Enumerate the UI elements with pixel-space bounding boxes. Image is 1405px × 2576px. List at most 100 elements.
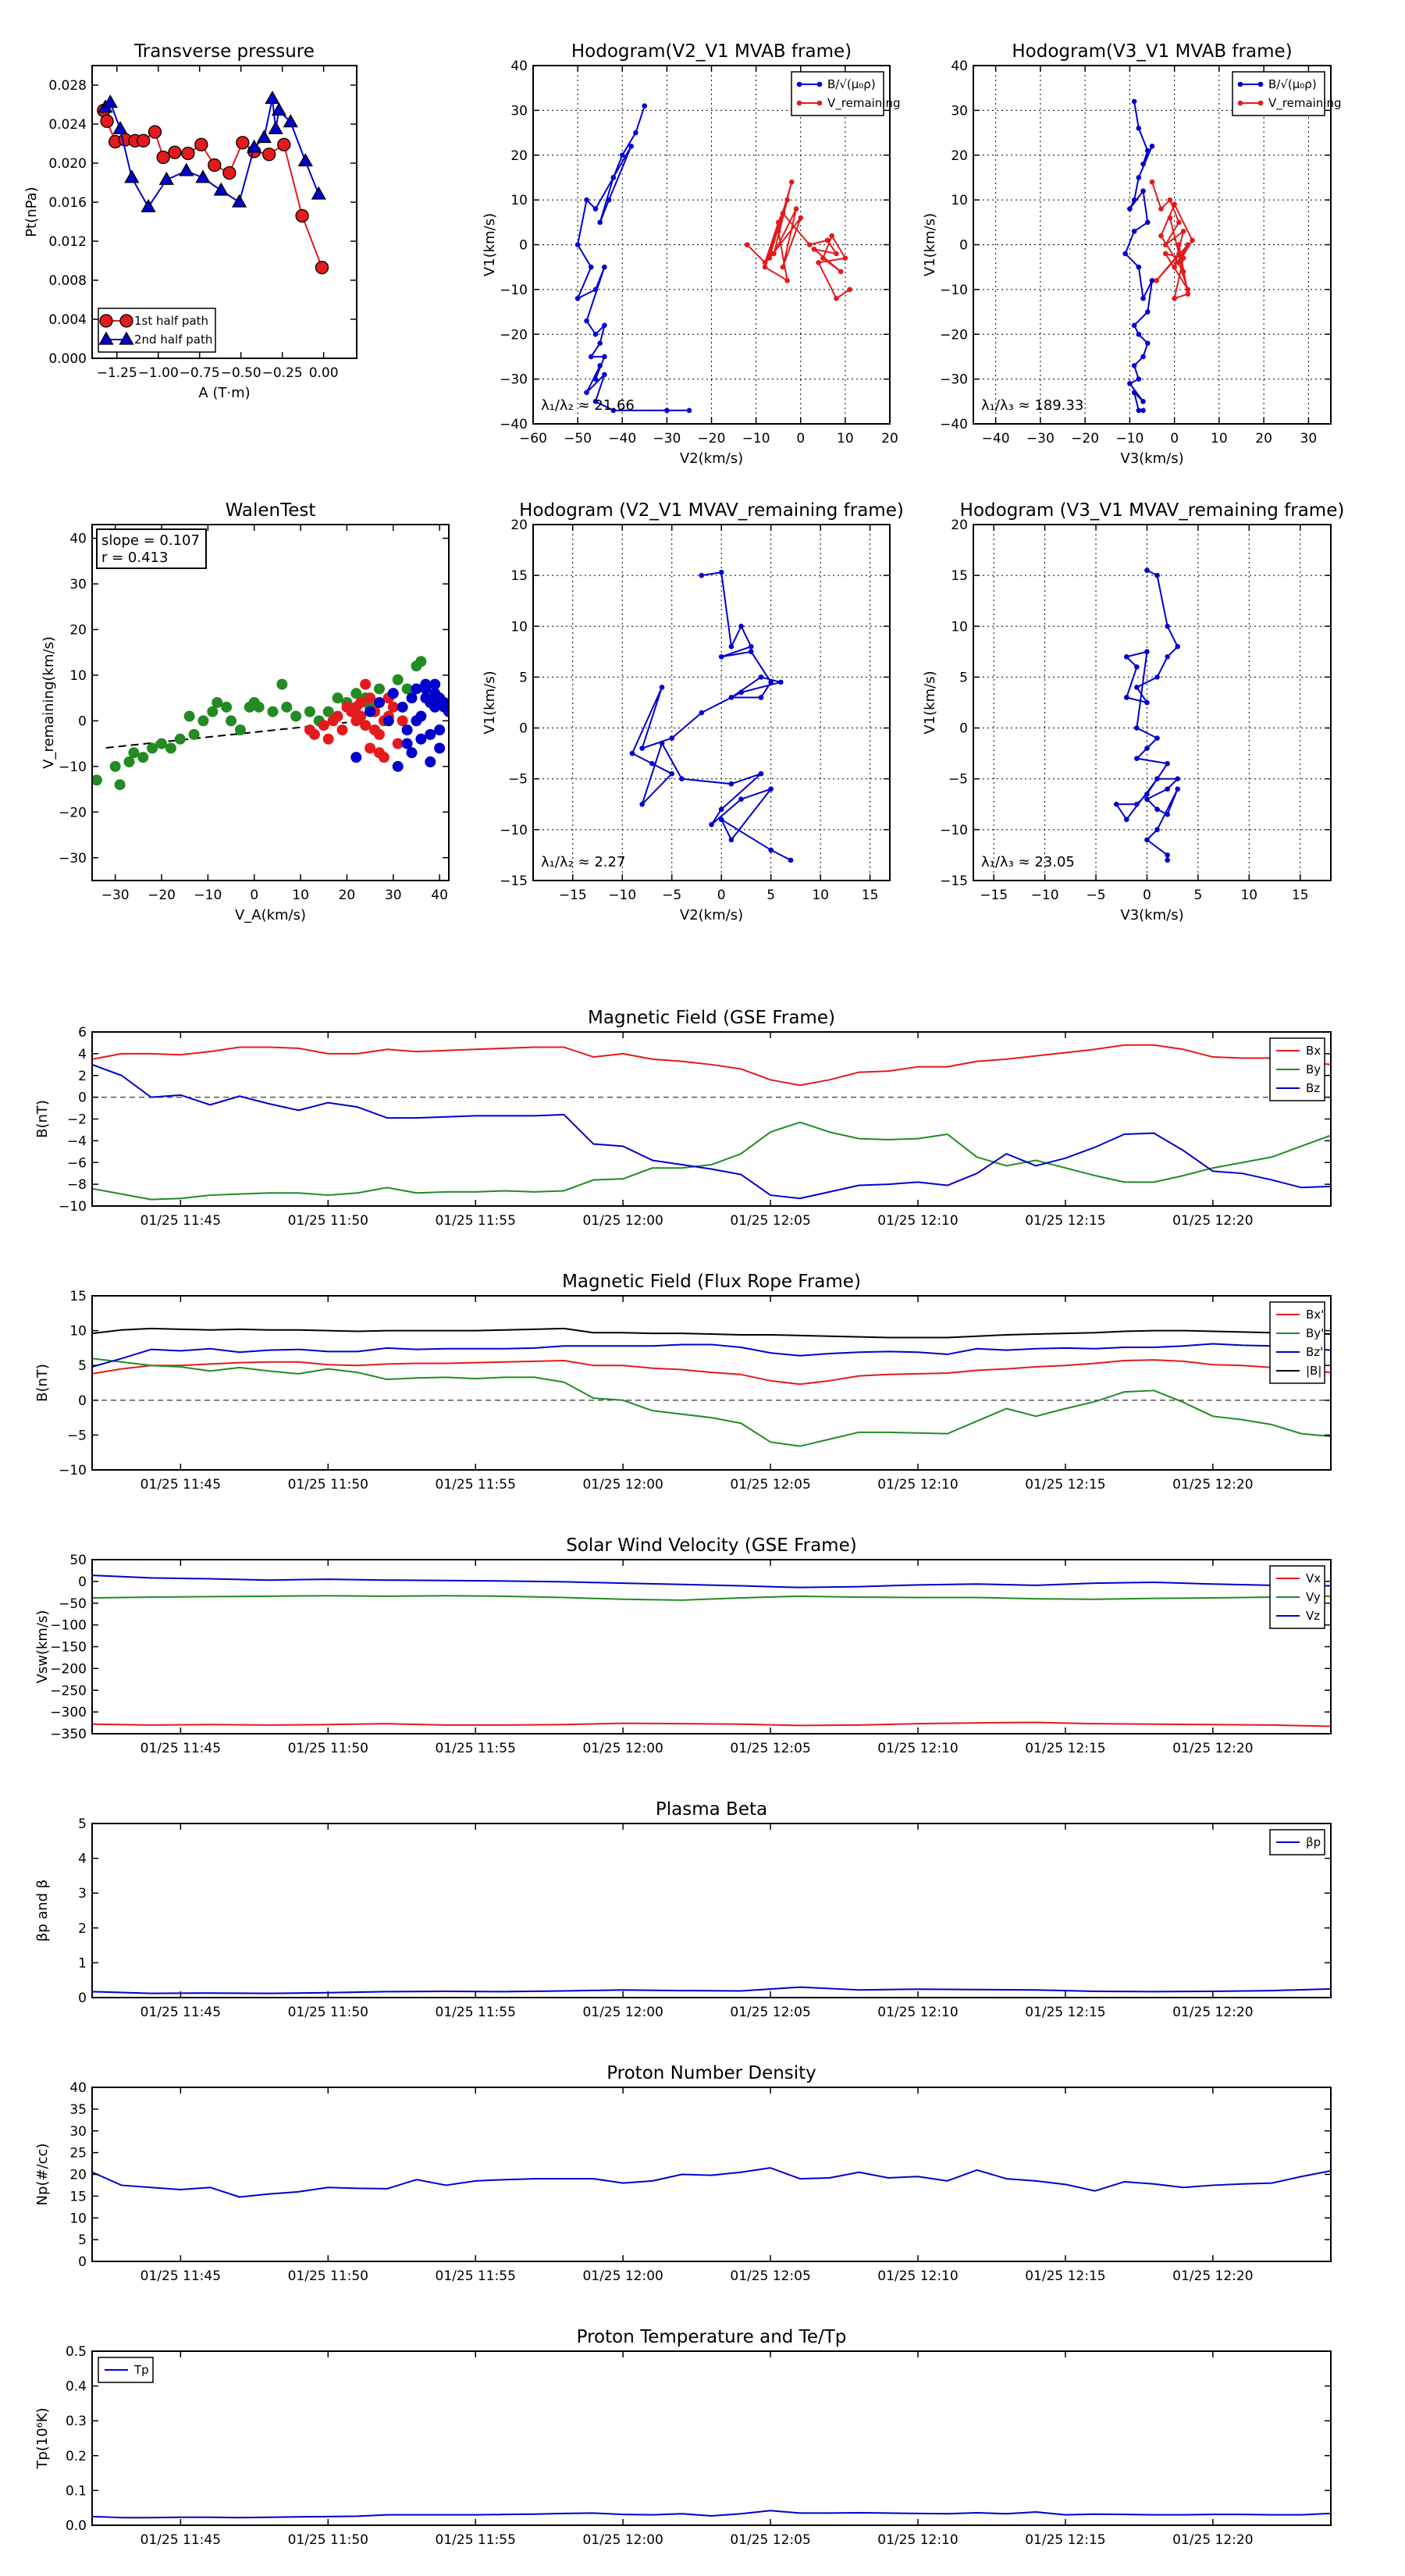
y-tick-label: −250 — [50, 1683, 87, 1699]
x-tick-label: 01/25 11:55 — [436, 2532, 516, 2548]
x-tick-label: 01/25 11:50 — [288, 2268, 368, 2284]
data-point — [628, 143, 634, 149]
data-point — [1165, 852, 1170, 858]
plot-area — [1113, 568, 1181, 863]
data-point — [669, 770, 675, 777]
y-tick-label: 40 — [69, 2080, 87, 2096]
chart-title: Plasma Beta — [656, 1799, 767, 1820]
x-tick-label: −20 — [698, 431, 726, 447]
data-point — [256, 130, 272, 144]
x-axis-label: V2(km/s) — [680, 450, 743, 467]
y-tick-label: −20 — [940, 327, 968, 343]
data-point — [1158, 206, 1164, 212]
x-tick-label: −0.50 — [221, 365, 261, 381]
x-tick-label: 01/25 12:05 — [730, 1213, 810, 1229]
y-axis-label: V_remaining(km/s) — [41, 636, 57, 769]
data-point — [137, 133, 151, 148]
data-point — [128, 747, 140, 759]
legend-label: Tp — [133, 2363, 149, 2377]
data-point — [1172, 296, 1177, 301]
x-tick-label: −30 — [653, 431, 681, 447]
data-point — [758, 674, 764, 680]
plot-area — [92, 1327, 1331, 1447]
x-tick-label: 01/25 12:10 — [877, 2532, 958, 2548]
data-point — [434, 724, 446, 736]
y-axis-label: V1(km/s) — [922, 671, 938, 734]
data-point — [174, 733, 186, 745]
data-point — [1154, 674, 1160, 680]
series-line-V_remaining — [746, 181, 851, 300]
data-point — [165, 742, 176, 754]
data-point — [602, 264, 607, 270]
data-point — [277, 137, 291, 151]
y-tick-label: 20 — [69, 2168, 87, 2183]
chart-h1: −60 −50 −40 −30 −20 −10 0 10 20 −40 −30 −20 −10 0 10 20… — [482, 41, 901, 467]
data-point — [429, 701, 441, 713]
legend-label: By' — [1306, 1326, 1324, 1340]
y-axis-label: V1(km/s) — [482, 213, 498, 276]
data-point — [194, 137, 208, 151]
data-point — [1134, 685, 1140, 690]
y-tick-label: −5 — [508, 772, 528, 788]
data-point — [369, 724, 381, 736]
data-point — [820, 255, 826, 262]
legend-label: βp — [1306, 1835, 1321, 1849]
data-point — [738, 689, 744, 696]
x-tick-label: 01/25 12:00 — [582, 1213, 663, 1229]
x-tick-label: −30 — [1026, 431, 1055, 447]
x-tick-label: 20 — [1255, 431, 1272, 447]
data-point — [168, 145, 182, 159]
x-tick-label: 01/25 11:45 — [140, 1477, 221, 1493]
data-point — [1185, 291, 1191, 297]
data-point — [1149, 179, 1155, 185]
data-point — [592, 331, 599, 337]
y-tick-label: 4 — [78, 1852, 87, 1867]
data-point — [304, 706, 315, 717]
legend-marker — [99, 314, 113, 328]
axes-frame — [91, 1031, 1332, 1207]
data-point — [1123, 654, 1129, 660]
y-tick-label: 0 — [78, 713, 87, 729]
y-tick-label: 0.000 — [48, 351, 87, 367]
legend-marker — [1237, 100, 1243, 106]
legend: Vx Vy Vz — [1269, 1565, 1325, 1629]
data-point — [1172, 264, 1177, 270]
x-axis-label: V_A(km/s) — [235, 907, 306, 923]
axes-frame — [532, 524, 891, 881]
data-point — [758, 695, 764, 700]
data-point — [332, 710, 343, 722]
data-point — [276, 678, 288, 690]
x-tick-label: 01/25 12:05 — [730, 2268, 810, 2284]
data-point — [114, 779, 126, 791]
legend: B/√(μ₀ρ) V_remaining — [1232, 71, 1342, 116]
y-axis-label: Vsw(km/s) — [34, 1610, 51, 1684]
stats-line: slope = 0.107 — [101, 532, 200, 549]
legend-frame — [1232, 71, 1325, 116]
y-tick-label: 4 — [78, 1047, 87, 1062]
y-tick-label: 0.4 — [66, 2379, 87, 2395]
y-tick-label: 0.012 — [48, 234, 87, 250]
y-tick-label: −300 — [50, 1705, 87, 1720]
data-point — [213, 182, 229, 196]
legend: B/√(μ₀ρ) V_remaining — [791, 71, 901, 116]
y-tick-label: 0 — [78, 1091, 87, 1106]
data-point — [222, 165, 237, 180]
data-point — [1113, 801, 1119, 807]
data-point — [584, 197, 589, 203]
x-tick-label: −40 — [608, 431, 636, 447]
plot-area — [97, 91, 329, 275]
data-point — [775, 228, 781, 234]
legend: Bx By Bz — [1269, 1037, 1325, 1101]
x-tick-label: 01/25 11:55 — [436, 1477, 516, 1493]
chart-title: Hodogram(V2_V1 MVAB frame) — [571, 41, 852, 62]
x-tick-label: 01/25 12:15 — [1025, 1213, 1105, 1229]
data-point — [179, 162, 194, 176]
y-tick-label: −4 — [67, 1133, 87, 1149]
x-tick-label: 01/25 12:15 — [1025, 2268, 1105, 2284]
data-point — [619, 152, 625, 158]
y-axis-label: B(nT) — [34, 1364, 51, 1402]
data-point — [360, 720, 372, 731]
data-point — [1144, 796, 1150, 802]
y-tick-label: 35 — [69, 2102, 87, 2118]
